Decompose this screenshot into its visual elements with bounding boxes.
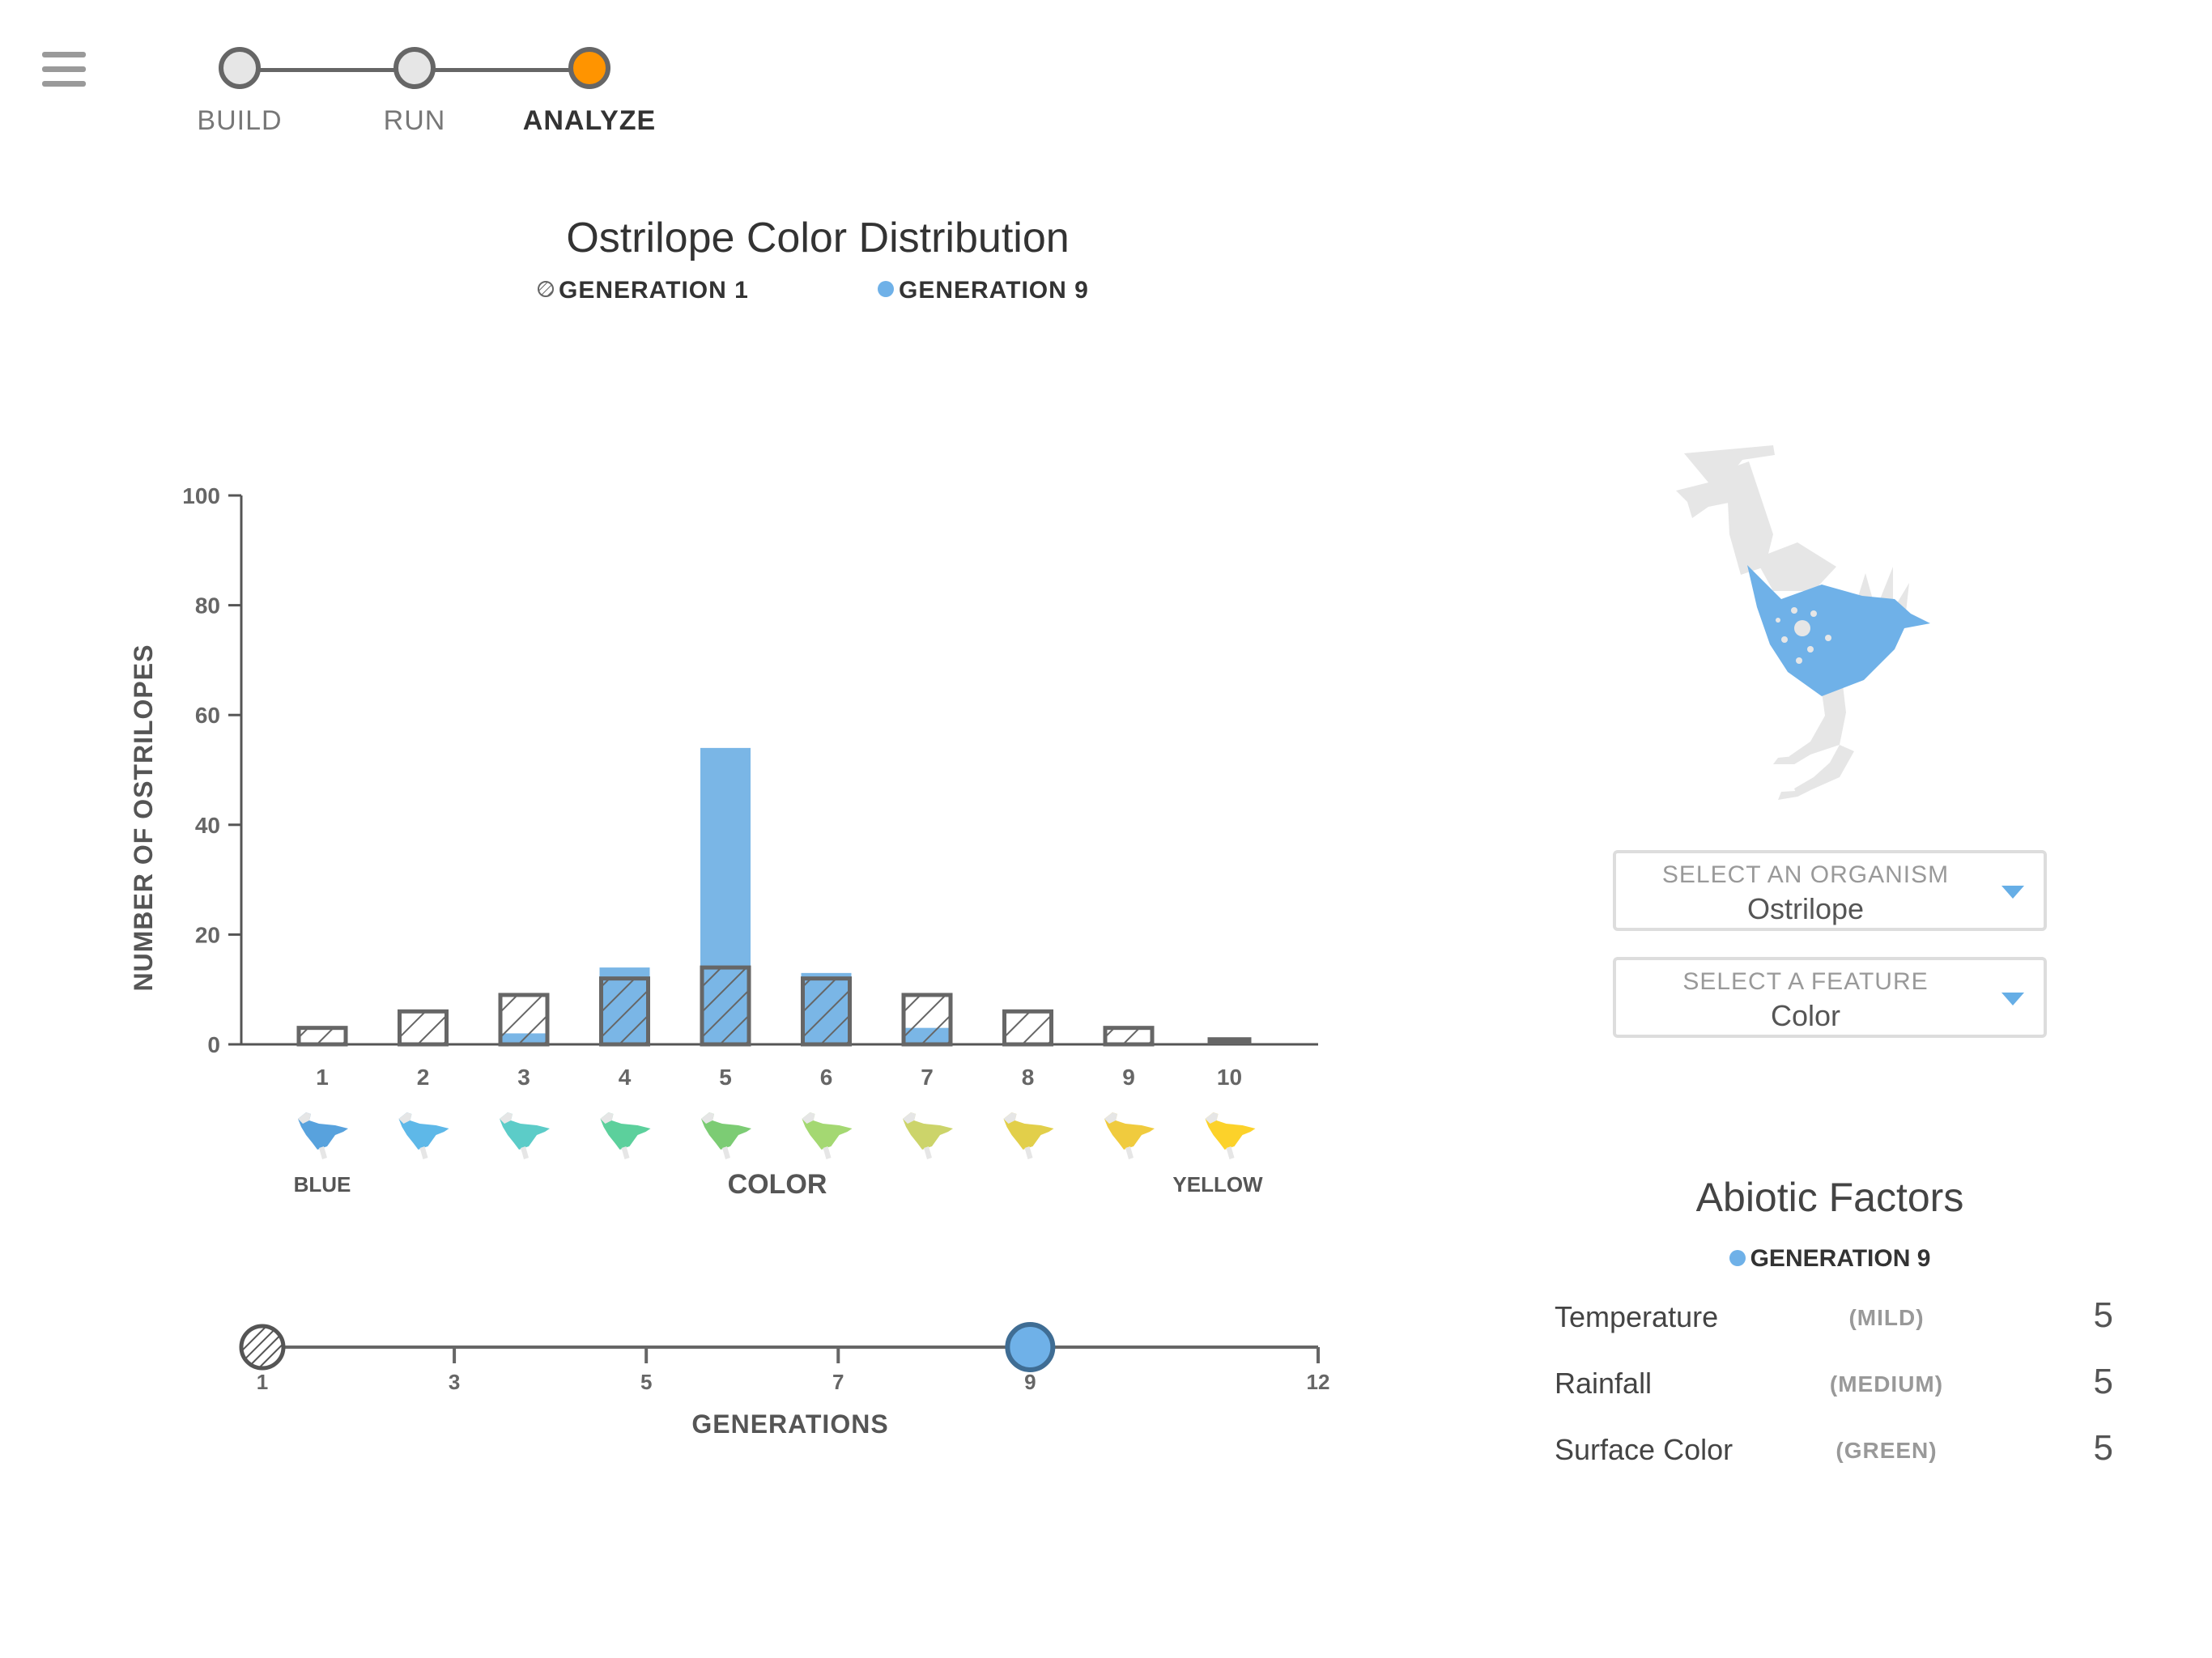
bar-generation-1	[498, 993, 550, 1047]
color-swatch-icon	[1003, 1112, 1054, 1159]
organism-select-value: Ostrilope	[1746, 892, 1865, 925]
organism-select[interactable]: SELECT AN ORGANISM Ostrilope	[1613, 850, 2047, 931]
abiotic-factors-title: Abiotic Factors	[1695, 1175, 1964, 1220]
slider-tick-label: 9	[1024, 1370, 1036, 1394]
bar-generation-1	[1207, 1037, 1252, 1044]
blue-dot-icon	[878, 281, 894, 298]
color-swatch-icon	[398, 1112, 449, 1159]
chevron-down-icon[interactable]	[2001, 993, 2024, 1005]
color-swatch-icon	[1104, 1112, 1155, 1159]
factor-surface-color-name: Surface Color	[1555, 1433, 1733, 1466]
bar-generation-1	[901, 993, 953, 1047]
factor-temperature-name: Temperature	[1555, 1300, 1719, 1333]
x-tick-label: 9	[1122, 1065, 1135, 1090]
slider-tick-label: 5	[640, 1370, 652, 1394]
slider-handle[interactable]	[1005, 1322, 1056, 1372]
blue-dot-icon	[1729, 1250, 1746, 1267]
y-tick-label: 20	[195, 922, 220, 947]
factor-rainfall-name: Rainfall	[1555, 1367, 1653, 1400]
abiotic-legend: GENERATION 9	[1613, 1245, 2047, 1273]
step-build-dot[interactable]	[219, 47, 261, 89]
bar-generation-1	[599, 976, 650, 1047]
bar-generation-1	[1002, 1009, 1053, 1047]
factor-surface-color-level: (GREEN)	[1836, 1438, 1938, 1463]
slider-label: GENERATIONS	[691, 1409, 888, 1439]
x-tick-label: 6	[820, 1065, 833, 1090]
bar-generation-1	[700, 965, 751, 1047]
chevron-down-icon[interactable]	[2001, 886, 2024, 899]
bar-generation-1	[398, 1009, 449, 1047]
feature-select-label: SELECT A FEATURE	[1682, 968, 1929, 995]
x-tick-label: 5	[719, 1065, 732, 1090]
generation-slider[interactable]: 1 3 5 7 9 12 GENERATIONS	[239, 1322, 1330, 1439]
slider-tick-label: 3	[449, 1370, 460, 1394]
legend-generation-9: GENERATION 9	[876, 277, 1089, 304]
factor-surface-color-value: 5	[2093, 1428, 2113, 1468]
x-tick-label: 8	[1022, 1065, 1035, 1090]
feature-select[interactable]: SELECT A FEATURE Color	[1613, 957, 2047, 1038]
slider-tick-label: 12	[1307, 1370, 1330, 1394]
abiotic-legend-label: GENERATION 9	[1750, 1245, 1931, 1272]
legend-generation-1-label: GENERATION 1	[559, 277, 749, 304]
feature-select-value: Color	[1770, 999, 1841, 1032]
bar-generation-1	[1103, 1026, 1155, 1047]
menu-icon[interactable]	[42, 49, 86, 87]
chart-title: Ostrilope Color Distribution	[566, 215, 1070, 261]
y-tick-label: 80	[195, 593, 220, 619]
ostrilope-illustration	[1676, 445, 1930, 800]
step-run-label[interactable]: RUN	[383, 105, 446, 136]
x-tick-label: 10	[1217, 1065, 1242, 1090]
color-swatch-icon	[1205, 1112, 1256, 1159]
y-tick-label: 100	[182, 483, 220, 508]
slider-tick-label: 1	[257, 1370, 268, 1394]
step-analyze-dot[interactable]	[568, 47, 610, 89]
legend-generation-1: GENERATION 1	[536, 277, 749, 304]
step-build-label[interactable]: BUILD	[197, 105, 283, 136]
organism-select-label: SELECT AN ORGANISM	[1661, 861, 1950, 888]
slider-start-handle[interactable]	[239, 1324, 286, 1371]
x-end-label-left: BLUE	[294, 1172, 351, 1197]
step-analyze-label[interactable]: ANALYZE	[522, 105, 657, 136]
x-tick-label: 1	[316, 1065, 329, 1090]
factor-rainfall-value: 5	[2093, 1362, 2113, 1401]
stepper-connector	[434, 68, 596, 72]
y-tick-label: 0	[207, 1032, 220, 1057]
factor-temperature-value: 5	[2093, 1295, 2113, 1335]
x-end-label-right: YELLOW	[1172, 1172, 1263, 1197]
slider-tick-label: 7	[832, 1370, 844, 1394]
factor-temperature-level: (MILD)	[1848, 1305, 1925, 1330]
x-axis-label: COLOR	[728, 1169, 827, 1200]
x-tick-label: 4	[619, 1065, 632, 1090]
color-swatch-icon	[600, 1112, 651, 1159]
color-swatch-icon	[701, 1112, 751, 1159]
color-swatch-icon	[903, 1112, 953, 1159]
x-tick-label: 2	[417, 1065, 430, 1090]
x-tick-label: 3	[517, 1065, 530, 1090]
color-swatch-icon	[298, 1112, 348, 1159]
color-swatch-icon	[802, 1112, 853, 1159]
y-tick-label: 40	[195, 813, 220, 838]
y-tick-label: 60	[195, 703, 220, 728]
bar-generation-1	[801, 976, 852, 1047]
hatched-dot-icon	[538, 281, 554, 298]
y-axis-label: NUMBER OF OSTRILOPES	[129, 644, 158, 992]
stepper-connector	[259, 68, 421, 72]
color-swatch-icon	[500, 1112, 550, 1159]
x-tick-label: 7	[921, 1065, 934, 1090]
bar-generation-1	[296, 1026, 348, 1047]
step-run-dot[interactable]	[393, 47, 436, 89]
legend-generation-9-label: GENERATION 9	[899, 277, 1089, 304]
factor-rainfall-level: (MEDIUM)	[1829, 1371, 1944, 1397]
